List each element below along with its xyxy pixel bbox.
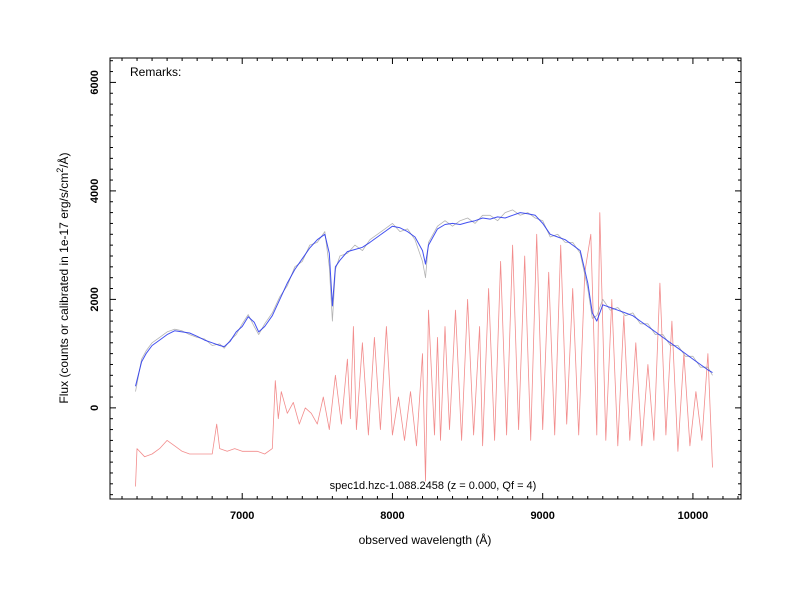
error-spectrum-line xyxy=(135,212,713,487)
x-axis-label: observed wavelength (Å) xyxy=(359,532,492,547)
x-tick-label: 8000 xyxy=(380,510,404,522)
y-axis-label: Flux (counts or calibrated in 1e-17 erg/… xyxy=(55,152,71,403)
x-tick-label: 9000 xyxy=(530,510,554,522)
x-tick-label: 10000 xyxy=(678,510,709,522)
remarks-text: Remarks: xyxy=(130,65,181,79)
y-axis-label-tail: /Å) xyxy=(56,152,71,167)
y-tick-label: 2000 xyxy=(89,287,101,311)
y-axis-label-main: Flux (counts or calibrated in 1e-17 erg/… xyxy=(57,173,71,404)
smoothed-spectrum-line xyxy=(135,212,713,387)
y-axis-label-sup: 2 xyxy=(55,168,65,173)
plot-area xyxy=(109,57,742,500)
raw-spectrum-line xyxy=(135,209,713,392)
spectrum-caption: spec1d.hzc-1.088.2458 (z = 0.000, Qf = 4… xyxy=(330,480,537,492)
x-tick-label: 7000 xyxy=(230,510,254,522)
y-tick-label: 6000 xyxy=(89,70,101,94)
y-tick-label: 0 xyxy=(89,405,101,411)
y-tick-label: 4000 xyxy=(89,179,101,203)
